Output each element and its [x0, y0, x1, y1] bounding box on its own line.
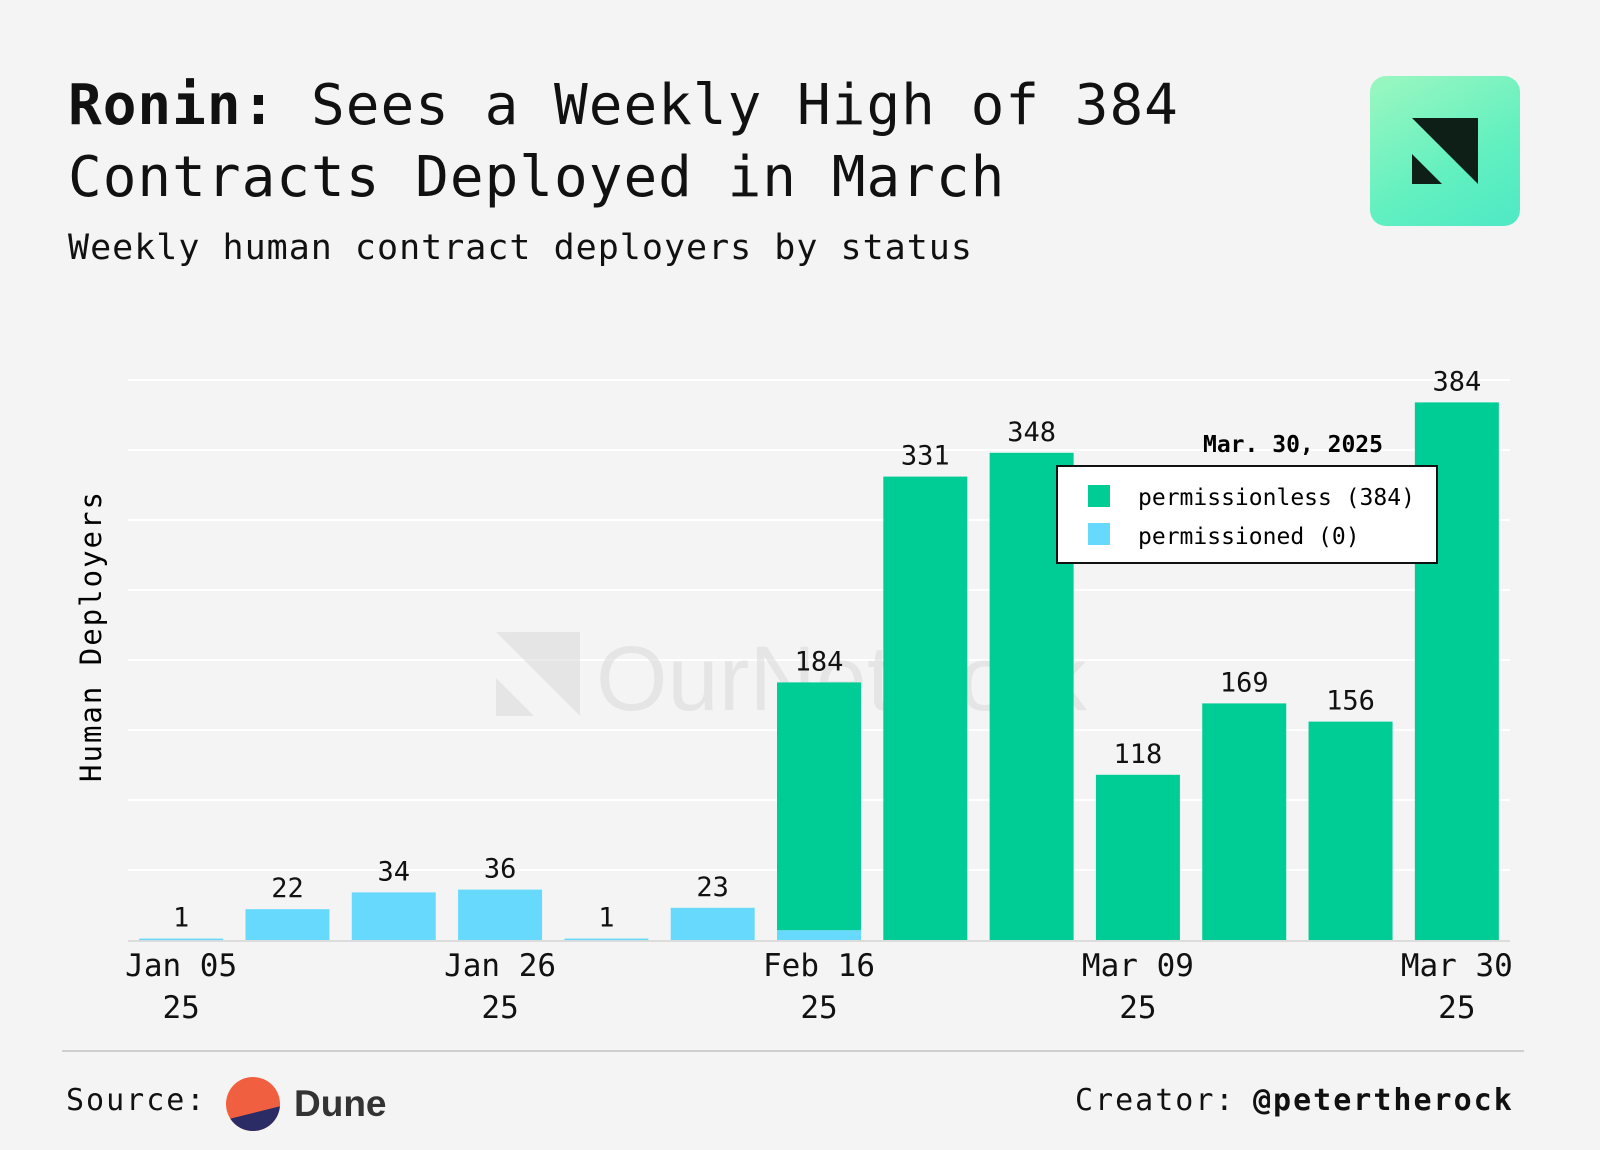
footer-divider: [62, 1050, 1524, 1052]
data-label: 184: [795, 646, 844, 677]
bar-permissionless[interactable]: [777, 682, 861, 931]
x-tick-label-year: 25: [481, 990, 518, 1026]
data-label: 348: [1007, 417, 1056, 448]
bar-permissioned[interactable]: [139, 938, 224, 941]
data-label: 1: [173, 903, 189, 934]
creator-handle: @petertherock: [1253, 1083, 1514, 1118]
x-tick-label-year: 25: [800, 990, 837, 1026]
data-label: 22: [271, 873, 304, 904]
hover-tooltip: Mar. 30, 2025 permissionless (384) permi…: [1056, 432, 1438, 564]
data-label: 384: [1432, 366, 1481, 397]
x-tick-label: Jan 26: [444, 948, 556, 984]
data-label: 34: [378, 856, 411, 887]
x-tick-label-year: 25: [1119, 990, 1156, 1026]
source-label: Source:: [66, 1083, 207, 1118]
title-bold: Ronin:: [68, 73, 277, 138]
x-tick-label: Mar 09: [1082, 948, 1194, 984]
bar-permissioned[interactable]: [458, 889, 543, 940]
bar-permissioned[interactable]: [564, 938, 649, 941]
legend-swatch-permissionless: [1088, 485, 1110, 507]
x-tick-label-year: 25: [1438, 990, 1475, 1026]
data-label: 331: [901, 441, 950, 472]
bar-permissionless[interactable]: [883, 476, 968, 940]
source-name: Dune: [294, 1083, 387, 1124]
chart-subtitle: Weekly human contract deployers by statu…: [68, 228, 973, 268]
dune-logo-icon: [226, 1077, 280, 1131]
x-tick-label: Jan 05: [125, 948, 237, 984]
data-label: 1: [598, 903, 614, 934]
y-axis-label: Human Deployers: [74, 490, 108, 782]
data-label: 118: [1114, 739, 1163, 770]
chart-title: Ronin: Sees a Weekly High of 384 Contrac…: [68, 70, 1308, 214]
bar-permissioned[interactable]: [777, 930, 861, 940]
legend-swatch-permissioned: [1088, 523, 1110, 545]
legend-label-permissionless: permissionless (384): [1138, 485, 1415, 511]
bar-permissioned[interactable]: [245, 909, 330, 940]
bar-permissionless[interactable]: [1202, 703, 1287, 940]
title-rest: Sees a Weekly High of 384 Contracts Depl…: [68, 73, 1179, 210]
creator-label: Creator:: [1075, 1083, 1236, 1118]
bar-permissionless[interactable]: [1095, 774, 1180, 940]
bar-permissionless[interactable]: [1308, 721, 1393, 940]
tooltip-box: [1056, 465, 1438, 564]
data-label: 156: [1326, 686, 1375, 717]
x-tick-label: Feb 16: [763, 948, 875, 984]
ournetwork-logo-icon: [1370, 76, 1520, 226]
tooltip-title: Mar. 30, 2025: [1203, 432, 1383, 458]
bar-permissioned[interactable]: [670, 907, 755, 940]
data-label: 23: [696, 872, 729, 903]
legend-label-permissioned: permissioned (0): [1138, 524, 1360, 550]
data-label: 36: [484, 854, 517, 885]
x-tick-label: Mar 30: [1401, 948, 1513, 984]
x-tick-label-year: 25: [162, 990, 199, 1026]
data-label: 169: [1220, 667, 1269, 698]
bar-permissioned[interactable]: [351, 892, 436, 940]
